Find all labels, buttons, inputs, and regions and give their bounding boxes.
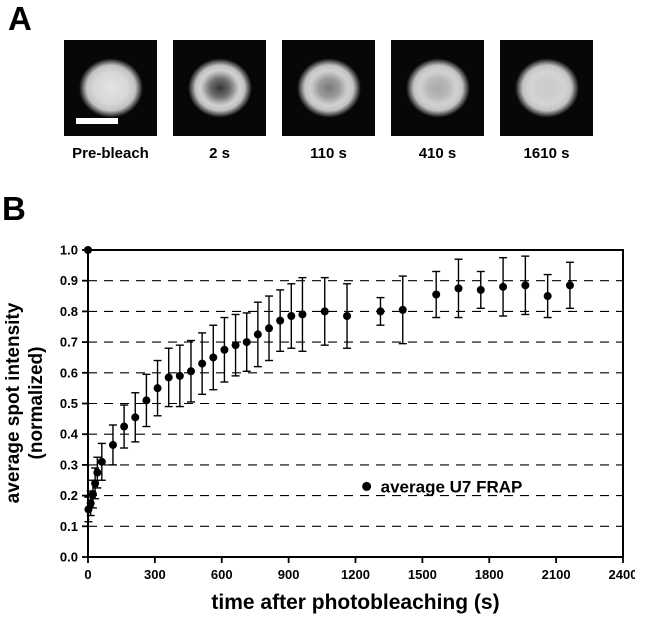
y-tick-label: 0.9 xyxy=(60,273,78,288)
micrograph-tile xyxy=(391,40,484,136)
data-point xyxy=(108,440,117,449)
x-tick-label: 1500 xyxy=(408,567,437,582)
y-axis-title: average spot intensity (normalized) xyxy=(3,303,49,504)
data-point xyxy=(131,413,140,422)
data-point xyxy=(287,312,296,321)
fluorescent-spot xyxy=(76,56,145,120)
micrograph-frame: 1610 s xyxy=(500,40,593,162)
data-point xyxy=(320,307,329,316)
scale-bar xyxy=(76,118,118,124)
photobleached-region xyxy=(196,67,243,109)
micrograph-frame: 110 s xyxy=(282,40,375,162)
data-point xyxy=(175,371,184,380)
x-tick-label: 2400 xyxy=(609,567,635,582)
y-tick-label: 0.8 xyxy=(60,304,78,319)
y-tick-label: 0.4 xyxy=(60,427,79,442)
micrograph-tile xyxy=(64,40,157,136)
data-point xyxy=(120,422,129,431)
data-point xyxy=(454,284,463,293)
panel-a-label: A xyxy=(8,0,32,37)
data-point xyxy=(88,490,97,499)
x-tick-label: 2100 xyxy=(542,567,571,582)
scatter-plot: 0 300 600 900 1200 1500 1800 2100 2400 0.0 0.1 0.2 0… xyxy=(60,243,635,583)
data-point xyxy=(142,396,151,405)
data-point xyxy=(164,373,173,382)
y-tick-label: 0.7 xyxy=(60,335,78,350)
data-point xyxy=(84,246,92,254)
frame-time-label: 410 s xyxy=(418,145,457,162)
y-axis-title-line1: average spot intensity xyxy=(3,302,25,504)
data-point xyxy=(432,290,441,299)
panel-b-label: B xyxy=(2,190,26,227)
micrograph-tile xyxy=(173,40,266,136)
data-point xyxy=(343,312,352,321)
photobleached-region xyxy=(414,67,461,109)
data-point xyxy=(242,338,251,347)
y-tick-label: 0.2 xyxy=(60,488,78,503)
data-point xyxy=(298,310,307,319)
data-point xyxy=(93,468,102,477)
data-point xyxy=(198,359,207,368)
data-point xyxy=(97,457,106,466)
data-point xyxy=(543,292,552,301)
frame-time-label: 2 s xyxy=(209,145,230,162)
y-tick-label: 0.0 xyxy=(60,550,78,565)
data-point xyxy=(276,316,285,325)
micrograph-frame: Pre-bleach xyxy=(64,40,157,162)
fluorescent-spot xyxy=(512,56,581,120)
data-point xyxy=(86,499,95,508)
x-tick-label: 0 xyxy=(84,567,91,582)
data-point xyxy=(153,384,162,393)
frap-image-strip: Pre-bleach 2 s 110 s 410 s 1610 s xyxy=(64,40,593,162)
photobleached-region xyxy=(305,67,352,109)
micrograph-frame: 410 s xyxy=(391,40,484,162)
fluorescent-spot xyxy=(403,56,472,120)
frame-time-label: Pre-bleach xyxy=(72,145,149,162)
y-tick-label: 0.5 xyxy=(60,396,78,411)
data-point xyxy=(186,367,195,376)
data-point xyxy=(253,330,262,339)
legend-label: average U7 FRAP xyxy=(381,477,523,496)
y-tick-label: 0.1 xyxy=(60,519,78,534)
data-point xyxy=(209,353,218,362)
x-tick-label: 1800 xyxy=(475,567,504,582)
legend-marker xyxy=(362,481,372,491)
y-tick-label: 1.0 xyxy=(60,243,78,258)
micrograph-frame: 2 s xyxy=(173,40,266,162)
data-point xyxy=(499,282,508,291)
data-point xyxy=(376,307,385,316)
data-point xyxy=(231,341,240,350)
x-tick-label: 1200 xyxy=(341,567,370,582)
frame-time-label: 110 s xyxy=(310,145,347,162)
micrograph-tile xyxy=(282,40,375,136)
frame-time-label: 1610 s xyxy=(523,145,570,162)
x-tick-label: 900 xyxy=(278,567,300,582)
y-tick-label: 0.3 xyxy=(60,457,78,472)
x-tick-label: 600 xyxy=(211,567,233,582)
y-tick-label: 0.6 xyxy=(60,365,78,380)
data-point xyxy=(91,479,100,488)
data-point xyxy=(265,324,274,333)
data-point xyxy=(565,281,574,290)
data-point xyxy=(84,505,93,514)
axis-frame xyxy=(87,249,624,558)
data-point xyxy=(476,285,485,294)
fluorescent-spot xyxy=(294,56,363,120)
y-axis-title-line2: (normalized) xyxy=(26,346,47,460)
data-point xyxy=(521,281,530,290)
micrograph-tile xyxy=(500,40,593,136)
x-tick-label: 300 xyxy=(144,567,166,582)
photobleached-region xyxy=(523,67,570,109)
data-point xyxy=(220,345,229,354)
x-axis-title: time after photobleaching (s) xyxy=(211,591,500,614)
data-point xyxy=(398,305,407,314)
